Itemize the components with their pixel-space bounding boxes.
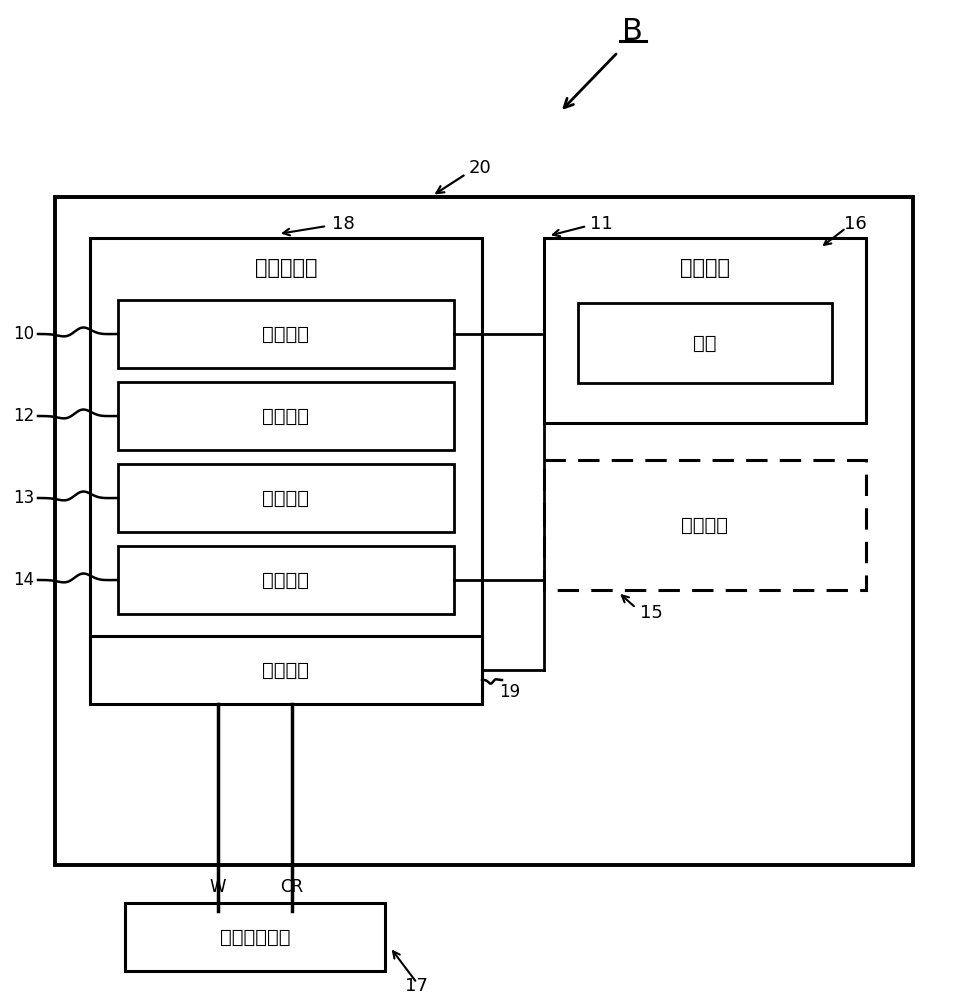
Text: CR: CR xyxy=(280,878,303,896)
Text: 20: 20 xyxy=(469,159,491,177)
Bar xyxy=(90,636,482,704)
Text: 10: 10 xyxy=(14,325,35,343)
Text: 算术单元: 算术单元 xyxy=(263,488,309,508)
Bar xyxy=(118,464,454,532)
Text: 控制单元: 控制单元 xyxy=(263,406,309,426)
Text: 14: 14 xyxy=(14,571,35,589)
Text: 13: 13 xyxy=(14,489,35,507)
Bar xyxy=(118,300,454,368)
Text: 16: 16 xyxy=(844,215,866,233)
Bar xyxy=(544,460,866,590)
Text: 显示单元: 显示单元 xyxy=(681,516,729,534)
Text: 葡萄糖传感器: 葡萄糖传感器 xyxy=(220,928,291,946)
Text: W: W xyxy=(209,878,226,896)
Text: B: B xyxy=(621,17,642,46)
Bar xyxy=(544,238,866,423)
Text: 电源装置: 电源装置 xyxy=(680,258,730,278)
Text: 15: 15 xyxy=(640,604,663,622)
Text: 18: 18 xyxy=(332,215,355,233)
Text: 恒电势计: 恒电势计 xyxy=(263,660,309,680)
Text: 19: 19 xyxy=(499,683,520,701)
Text: 控制计算机: 控制计算机 xyxy=(255,258,317,278)
Bar xyxy=(118,382,454,450)
Text: 11: 11 xyxy=(590,215,612,233)
Text: 电池: 电池 xyxy=(693,334,717,353)
Text: 输出单元: 输出单元 xyxy=(263,324,309,344)
Text: 12: 12 xyxy=(14,407,35,425)
Text: 检测单元: 检测单元 xyxy=(263,570,309,589)
Bar xyxy=(55,197,913,865)
Bar xyxy=(118,546,454,614)
Text: 17: 17 xyxy=(405,977,428,995)
Bar xyxy=(90,238,482,700)
Bar xyxy=(125,903,385,971)
Bar xyxy=(578,303,832,383)
